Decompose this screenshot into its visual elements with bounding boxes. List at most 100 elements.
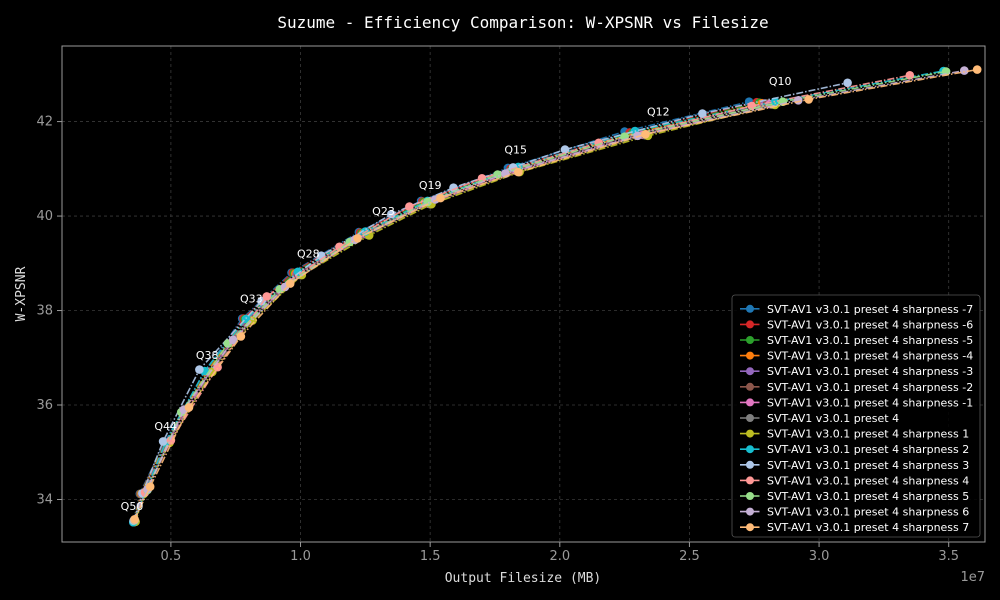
- legend-item: SVT-AV1 v3.0.1 preset 4 sharpness 5: [740, 490, 969, 503]
- data-point: [905, 71, 915, 80]
- legend-item: SVT-AV1 v3.0.1 preset 4 sharpness -1: [740, 396, 973, 409]
- legend-swatch-marker: [746, 460, 754, 469]
- data-point: [285, 279, 295, 288]
- data-point: [960, 66, 969, 75]
- legend-swatch-marker: [746, 398, 754, 407]
- legend-item: SVT-AV1 v3.0.1 preset 4: [740, 412, 899, 425]
- data-point: [477, 174, 487, 183]
- series-line: [133, 101, 760, 523]
- legend-swatch-marker: [746, 476, 754, 485]
- legend-item: SVT-AV1 v3.0.1 preset 4 sharpness 6: [740, 506, 969, 519]
- data-point: [794, 96, 803, 105]
- legend-item: SVT-AV1 v3.0.1 preset 4 sharpness -6: [740, 318, 973, 331]
- legend-swatch-marker: [746, 492, 754, 500]
- annotations: Q50 Q44 Q38 Q33 Q28 Q23 Q19 Q15 Q12 Q10: [121, 75, 792, 513]
- data-point: [972, 65, 982, 74]
- series: [129, 98, 767, 527]
- legend-swatch-marker: [746, 320, 754, 329]
- x-tick-label: 2.0: [549, 549, 570, 564]
- data-point: [405, 202, 414, 211]
- legend-swatch-marker: [746, 336, 754, 344]
- quality-annotation: Q50: [121, 500, 144, 513]
- series-line: [134, 104, 776, 522]
- legend-swatch-marker: [746, 523, 754, 532]
- legend: SVT-AV1 v3.0.1 preset 4 sharpness -7 SVT-…: [731, 294, 981, 538]
- legend-label: SVT-AV1 v3.0.1 preset 4 sharpness 2: [767, 443, 969, 456]
- quality-annotation: Q44: [154, 420, 177, 433]
- series: [131, 100, 780, 526]
- data-point: [770, 97, 780, 106]
- legend-item: SVT-AV1 v3.0.1 preset 4 sharpness 1: [740, 428, 969, 441]
- data-point: [514, 167, 523, 177]
- legend-label: SVT-AV1 v3.0.1 preset 4: [767, 412, 899, 425]
- legend-swatch-marker: [746, 382, 754, 391]
- legend-swatch-marker: [746, 367, 754, 376]
- series: [131, 100, 777, 526]
- data-point: [387, 209, 396, 219]
- series: [129, 98, 764, 527]
- series: [130, 65, 982, 524]
- series-line: [133, 102, 763, 523]
- legend-label: SVT-AV1 v3.0.1 preset 4 sharpness 3: [767, 459, 969, 472]
- data-point: [236, 332, 246, 341]
- legend-swatch-marker: [746, 429, 754, 438]
- data-point: [262, 292, 272, 301]
- data-point: [804, 95, 813, 104]
- legend-swatch-marker: [746, 445, 754, 454]
- series-group: [129, 65, 982, 527]
- x-offset-label: 1e7: [960, 570, 985, 585]
- y-tick-label: 42: [36, 115, 53, 130]
- legend-item: SVT-AV1 v3.0.1 preset 4 sharpness -7: [740, 303, 973, 316]
- legend-label: SVT-AV1 v3.0.1 preset 4 sharpness -6: [767, 318, 973, 331]
- y-tick-label: 36: [36, 398, 53, 413]
- series: [129, 97, 762, 527]
- series-line: [133, 102, 765, 522]
- legend-swatch-marker: [746, 414, 754, 422]
- x-tick-label: 0.5: [161, 549, 182, 564]
- chart-title: Suzume - Efficiency Comparison: W-XPSNR …: [277, 13, 768, 32]
- legend-item: SVT-AV1 v3.0.1 preset 4 sharpness 4: [740, 474, 969, 487]
- data-point: [641, 130, 650, 139]
- series: [130, 99, 772, 526]
- y-tick-label: 40: [36, 209, 53, 224]
- x-tick-label: 1.5: [420, 549, 441, 564]
- legend-box: [731, 294, 981, 538]
- data-point: [130, 515, 139, 524]
- quality-annotation: Q38: [196, 349, 219, 362]
- series: [130, 99, 769, 526]
- quality-annotation: Q10: [769, 75, 792, 88]
- series-line: [132, 100, 750, 523]
- data-point: [228, 335, 238, 345]
- axis-ticks: 0.5 1.0 1.5 2.0 2.5 3.0 3.5 34 36 38 40 42: [36, 115, 959, 564]
- quality-annotation: Q15: [504, 143, 527, 156]
- data-point: [353, 234, 362, 243]
- legend-label: SVT-AV1 v3.0.1 preset 4 sharpness -4: [767, 350, 973, 363]
- series-line: [134, 102, 768, 522]
- legend-label: SVT-AV1 v3.0.1 preset 4 sharpness -1: [767, 396, 973, 409]
- x-tick-label: 3.0: [809, 549, 830, 564]
- data-point: [843, 78, 852, 88]
- data-point: [747, 101, 756, 111]
- legend-item: SVT-AV1 v3.0.1 preset 4 sharpness 2: [740, 443, 969, 456]
- series-line: [134, 103, 770, 522]
- legend-swatch-marker: [746, 351, 754, 360]
- series-line: [132, 82, 848, 521]
- series-line: [132, 101, 757, 523]
- legend-label: SVT-AV1 v3.0.1 preset 4 sharpness 5: [767, 490, 969, 503]
- legend-label: SVT-AV1 v3.0.1 preset 4 sharpness -3: [767, 365, 973, 378]
- x-tick-label: 3.5: [938, 549, 959, 564]
- data-point: [195, 365, 204, 374]
- data-point: [158, 437, 168, 446]
- data-point: [184, 403, 194, 412]
- data-point: [449, 183, 458, 192]
- x-axis-label: Output Filesize (MB): [445, 571, 602, 586]
- legend-label: SVT-AV1 v3.0.1 preset 4 sharpness 6: [767, 506, 969, 519]
- legend-label: SVT-AV1 v3.0.1 preset 4 sharpness 1: [767, 428, 969, 441]
- legend-item: SVT-AV1 v3.0.1 preset 4 sharpness -3: [740, 365, 973, 378]
- quality-annotation: Q28: [297, 247, 320, 260]
- legend-swatch-marker: [746, 507, 754, 516]
- quality-annotation: Q12: [647, 106, 670, 119]
- legend-label: SVT-AV1 v3.0.1 preset 4 sharpness -2: [767, 381, 973, 394]
